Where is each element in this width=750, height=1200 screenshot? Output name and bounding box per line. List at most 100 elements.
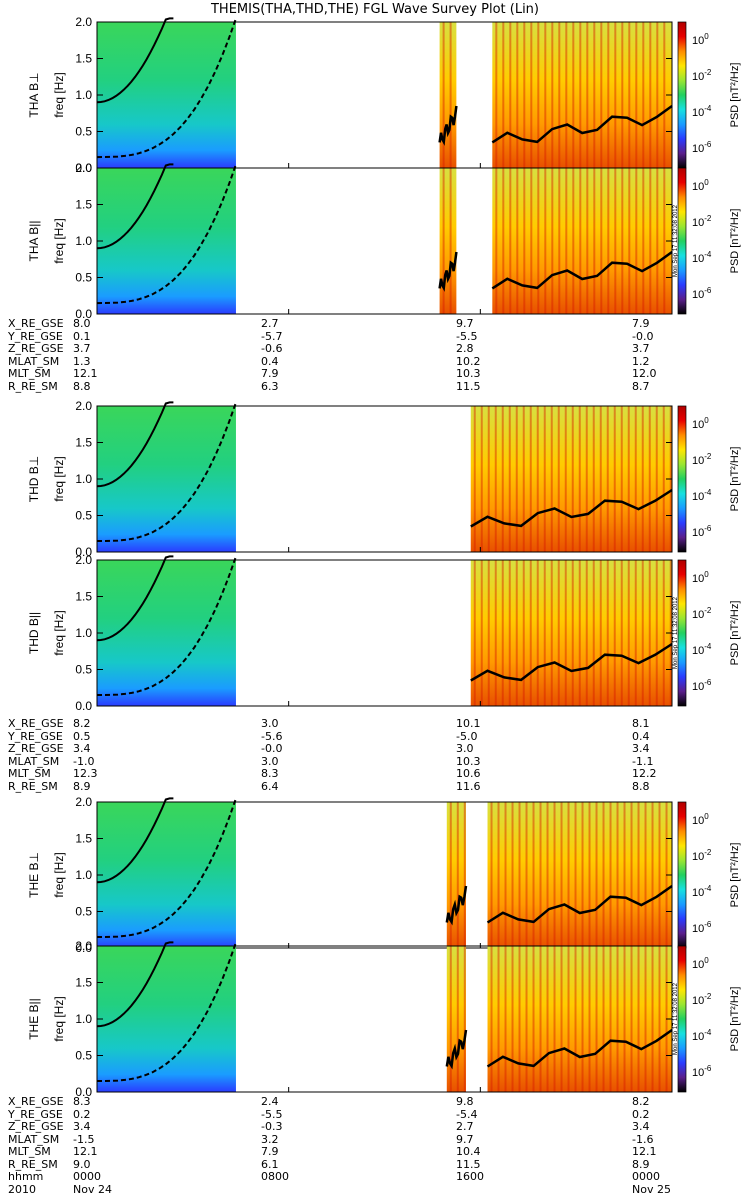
- spectrogram-segment: [97, 406, 236, 552]
- activity-streak: [616, 946, 619, 1092]
- ephemeris-value: 0.2: [73, 1107, 91, 1121]
- gyro-curve-solid: [96, 401, 174, 488]
- ephemeris-value: 11.5: [456, 379, 481, 393]
- ephemeris-value: 6.3: [261, 379, 279, 393]
- activity-streak: [449, 22, 452, 168]
- ephemeris-value: -0.6: [261, 342, 283, 355]
- ephemeris-name: X_RE_GSE: [8, 1095, 64, 1108]
- spectrogram-segment: [97, 946, 236, 1092]
- colorbar-tick-exponent: 0: [704, 178, 709, 187]
- time-axis-label: hhmm: [8, 1170, 44, 1183]
- activity-streak: [473, 560, 476, 706]
- freq-axis-label: freq [Hz]: [52, 610, 66, 655]
- panel-label: THD B⊥: [27, 456, 41, 502]
- activity-streak: [487, 406, 490, 552]
- colorbar-tick-exponent: 0: [704, 812, 709, 821]
- activity-streak: [539, 802, 542, 948]
- colorbar: [677, 801, 687, 949]
- y-tick-label: 1.0: [75, 868, 92, 882]
- activity-streak: [550, 560, 553, 706]
- activity-streak: [525, 946, 528, 1092]
- activity-streak: [487, 560, 490, 706]
- colorbar-tick-label: 10-4: [692, 250, 712, 265]
- gyro-curve-dashed: [96, 164, 237, 305]
- activity-streak: [623, 946, 626, 1092]
- gyro-curve-solid: [96, 163, 174, 250]
- freq-axis-label: freq [Hz]: [52, 456, 66, 501]
- activity-streak: [630, 802, 633, 948]
- ephemeris-value: 1.2: [632, 354, 650, 368]
- activity-streak: [656, 22, 659, 168]
- activity-streak: [574, 802, 577, 948]
- ephemeris-value: 12.1: [73, 1145, 98, 1158]
- activity-streak: [518, 802, 521, 948]
- activity-streak: [508, 560, 511, 706]
- activity-streak: [518, 946, 521, 1092]
- activity-streak: [616, 802, 619, 948]
- ephemeris-value: 6.4: [261, 779, 279, 793]
- ephemeris-value: 12.3: [73, 767, 98, 780]
- colorbar-label: PSD [nT²/Hz]: [729, 601, 741, 666]
- colorbar-tick-label: 10-6: [692, 140, 712, 155]
- activity-streak: [537, 168, 540, 314]
- activity-streak: [651, 802, 654, 948]
- activity-streak: [449, 168, 452, 314]
- spectrogram-segment: [446, 946, 466, 1092]
- ephemeris-value: 7.9: [261, 367, 279, 380]
- y-tick-label: 1.5: [75, 832, 92, 846]
- ephemeris-value: 3.7: [73, 342, 91, 355]
- y-tick-label: 1.0: [75, 1012, 92, 1026]
- ephemeris-value: 2.8: [456, 342, 474, 355]
- colorbar-tick-exponent: 0: [704, 32, 709, 41]
- activity-streak: [621, 168, 624, 314]
- cyclotron-curve: [438, 251, 458, 292]
- activity-streak: [565, 22, 568, 168]
- spectrogram-segment: [492, 22, 672, 168]
- colorbar-label: PSD [nT²/Hz]: [729, 447, 741, 512]
- activity-streak: [572, 22, 575, 168]
- activity-streak: [656, 168, 659, 314]
- activity-streak: [456, 946, 459, 1092]
- activity-streak: [593, 168, 596, 314]
- ephemeris-name: Z_RE_GSE: [8, 742, 64, 755]
- cyclotron-curve: [491, 104, 673, 144]
- activity-streak: [567, 802, 570, 948]
- activity-streak: [613, 560, 616, 706]
- colorbar: [677, 167, 687, 315]
- y-tick-label: 2.0: [75, 399, 92, 413]
- ephemeris-value: 11.6: [456, 779, 481, 793]
- spectrogram-segment: [439, 168, 457, 314]
- colorbar-label: PSD [nT²/Hz]: [729, 987, 741, 1052]
- ephemeris-value: -5.6: [261, 729, 283, 743]
- ephemeris-name: MLAT_SM: [8, 754, 60, 768]
- y-tick-label: 1.5: [75, 52, 92, 66]
- y-tick-label: 2.0: [75, 15, 92, 29]
- activity-streak: [628, 22, 631, 168]
- ephemeris-name: MLT_SM: [8, 1145, 51, 1158]
- gyro-curve-solid: [96, 17, 174, 104]
- y-tick-label: 2.0: [75, 939, 92, 953]
- ephemeris-value: 8.2: [632, 1095, 650, 1108]
- activity-streak: [592, 560, 595, 706]
- plot-title: THEMIS(THA,THD,THE) FGL Wave Survey Plot…: [210, 2, 539, 17]
- activity-streak: [628, 168, 631, 314]
- activity-streak: [641, 560, 644, 706]
- freq-axis-label: freq [Hz]: [52, 218, 66, 263]
- activity-streak: [523, 22, 526, 168]
- colorbar-tick-exponent: -4: [704, 488, 712, 497]
- activity-streak: [595, 946, 598, 1092]
- spectrogram-segment: [446, 802, 466, 948]
- activity-streak: [565, 168, 568, 314]
- activity-streak: [497, 946, 500, 1092]
- ephemeris-value: 2.7: [261, 317, 279, 330]
- cyclotron-curve: [445, 1029, 468, 1070]
- activity-streak: [495, 22, 498, 168]
- activity-streak: [502, 168, 505, 314]
- ephemeris-name: Y_RE_GSE: [8, 329, 63, 343]
- y-tick-label: 0.5: [75, 663, 92, 677]
- panel-tha-bperp: 0.0 0.5 1.0 1.5 2.0 THA B⊥ freq [Hz] 100 10-2 10-…: [27, 15, 741, 175]
- activity-streak: [557, 560, 560, 706]
- activity-streak: [546, 946, 549, 1092]
- colorbar-tick-label: 10-6: [692, 524, 712, 539]
